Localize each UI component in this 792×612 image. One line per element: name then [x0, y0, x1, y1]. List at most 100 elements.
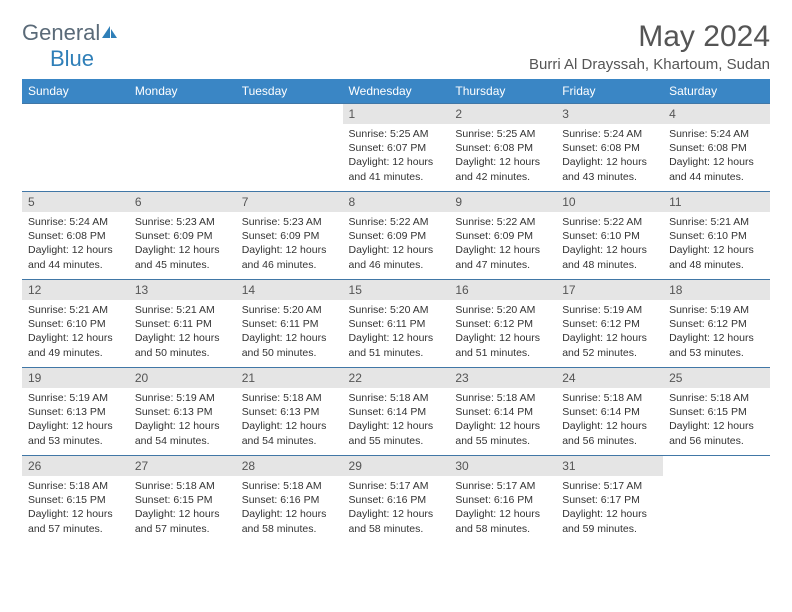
- daylight-line: Daylight: 12 hours and 51 minutes.: [349, 331, 444, 359]
- daylight-line: Daylight: 12 hours and 54 minutes.: [135, 419, 230, 447]
- calendar-cell: 25Sunrise: 5:18 AMSunset: 6:15 PMDayligh…: [663, 368, 770, 456]
- sunrise-line: Sunrise: 5:18 AM: [669, 391, 764, 405]
- day-number: 19: [22, 368, 129, 388]
- day-content: Sunrise: 5:21 AMSunset: 6:11 PMDaylight:…: [129, 300, 236, 363]
- sunrise-line: Sunrise: 5:19 AM: [28, 391, 123, 405]
- sunset-line: Sunset: 6:16 PM: [455, 493, 550, 507]
- title-block: May 2024 Burri Al Drayssah, Khartoum, Su…: [529, 20, 770, 73]
- day-content: Sunrise: 5:18 AMSunset: 6:15 PMDaylight:…: [129, 476, 236, 539]
- day-content: Sunrise: 5:24 AMSunset: 6:08 PMDaylight:…: [22, 212, 129, 275]
- day-content: Sunrise: 5:18 AMSunset: 6:14 PMDaylight:…: [449, 388, 556, 451]
- logo: General Blue: [22, 20, 120, 72]
- calendar-row: 1Sunrise: 5:25 AMSunset: 6:07 PMDaylight…: [22, 104, 770, 192]
- sunset-line: Sunset: 6:11 PM: [135, 317, 230, 331]
- calendar-cell: 23Sunrise: 5:18 AMSunset: 6:14 PMDayligh…: [449, 368, 556, 456]
- day-content: Sunrise: 5:21 AMSunset: 6:10 PMDaylight:…: [22, 300, 129, 363]
- sunrise-line: Sunrise: 5:18 AM: [28, 479, 123, 493]
- calendar-row: 19Sunrise: 5:19 AMSunset: 6:13 PMDayligh…: [22, 368, 770, 456]
- sunrise-line: Sunrise: 5:21 AM: [28, 303, 123, 317]
- sunrise-line: Sunrise: 5:18 AM: [242, 391, 337, 405]
- weekday-header: Friday: [556, 79, 663, 104]
- day-content: Sunrise: 5:17 AMSunset: 6:17 PMDaylight:…: [556, 476, 663, 539]
- sunset-line: Sunset: 6:07 PM: [349, 141, 444, 155]
- calendar-row: 12Sunrise: 5:21 AMSunset: 6:10 PMDayligh…: [22, 280, 770, 368]
- calendar-cell: 19Sunrise: 5:19 AMSunset: 6:13 PMDayligh…: [22, 368, 129, 456]
- sunset-line: Sunset: 6:10 PM: [669, 229, 764, 243]
- daylight-line: Daylight: 12 hours and 57 minutes.: [28, 507, 123, 535]
- sunset-line: Sunset: 6:12 PM: [562, 317, 657, 331]
- empty-cell: [236, 104, 343, 192]
- day-content: Sunrise: 5:17 AMSunset: 6:16 PMDaylight:…: [343, 476, 450, 539]
- calendar-cell: 21Sunrise: 5:18 AMSunset: 6:13 PMDayligh…: [236, 368, 343, 456]
- daylight-line: Daylight: 12 hours and 50 minutes.: [242, 331, 337, 359]
- calendar-cell: 11Sunrise: 5:21 AMSunset: 6:10 PMDayligh…: [663, 192, 770, 280]
- day-content: Sunrise: 5:17 AMSunset: 6:16 PMDaylight:…: [449, 476, 556, 539]
- calendar-cell: 30Sunrise: 5:17 AMSunset: 6:16 PMDayligh…: [449, 456, 556, 544]
- day-content: Sunrise: 5:18 AMSunset: 6:14 PMDaylight:…: [556, 388, 663, 451]
- sunset-line: Sunset: 6:14 PM: [562, 405, 657, 419]
- calendar-cell: 8Sunrise: 5:22 AMSunset: 6:09 PMDaylight…: [343, 192, 450, 280]
- day-content: Sunrise: 5:22 AMSunset: 6:10 PMDaylight:…: [556, 212, 663, 275]
- daylight-line: Daylight: 12 hours and 47 minutes.: [455, 243, 550, 271]
- empty-cell: [129, 104, 236, 192]
- daylight-line: Daylight: 12 hours and 46 minutes.: [242, 243, 337, 271]
- sunset-line: Sunset: 6:12 PM: [669, 317, 764, 331]
- calendar-body: 1Sunrise: 5:25 AMSunset: 6:07 PMDaylight…: [22, 104, 770, 544]
- daylight-line: Daylight: 12 hours and 53 minutes.: [28, 419, 123, 447]
- sunset-line: Sunset: 6:13 PM: [28, 405, 123, 419]
- day-number: 22: [343, 368, 450, 388]
- day-content: Sunrise: 5:19 AMSunset: 6:13 PMDaylight:…: [22, 388, 129, 451]
- sunset-line: Sunset: 6:08 PM: [669, 141, 764, 155]
- sunrise-line: Sunrise: 5:20 AM: [242, 303, 337, 317]
- day-content: Sunrise: 5:20 AMSunset: 6:12 PMDaylight:…: [449, 300, 556, 363]
- sunset-line: Sunset: 6:15 PM: [669, 405, 764, 419]
- daylight-line: Daylight: 12 hours and 42 minutes.: [455, 155, 550, 183]
- calendar-cell: 7Sunrise: 5:23 AMSunset: 6:09 PMDaylight…: [236, 192, 343, 280]
- calendar-cell: 5Sunrise: 5:24 AMSunset: 6:08 PMDaylight…: [22, 192, 129, 280]
- sunset-line: Sunset: 6:14 PM: [349, 405, 444, 419]
- daylight-line: Daylight: 12 hours and 44 minutes.: [28, 243, 123, 271]
- day-number: 26: [22, 456, 129, 476]
- daylight-line: Daylight: 12 hours and 49 minutes.: [28, 331, 123, 359]
- day-content: Sunrise: 5:25 AMSunset: 6:08 PMDaylight:…: [449, 124, 556, 187]
- daylight-line: Daylight: 12 hours and 41 minutes.: [349, 155, 444, 183]
- sunrise-line: Sunrise: 5:24 AM: [562, 127, 657, 141]
- calendar-cell: 12Sunrise: 5:21 AMSunset: 6:10 PMDayligh…: [22, 280, 129, 368]
- sunset-line: Sunset: 6:09 PM: [349, 229, 444, 243]
- sunset-line: Sunset: 6:11 PM: [349, 317, 444, 331]
- daylight-line: Daylight: 12 hours and 57 minutes.: [135, 507, 230, 535]
- sunrise-line: Sunrise: 5:17 AM: [562, 479, 657, 493]
- daylight-line: Daylight: 12 hours and 44 minutes.: [669, 155, 764, 183]
- weekday-header: Wednesday: [343, 79, 450, 104]
- day-content: Sunrise: 5:19 AMSunset: 6:12 PMDaylight:…: [663, 300, 770, 363]
- sunrise-line: Sunrise: 5:25 AM: [349, 127, 444, 141]
- calendar-cell: 26Sunrise: 5:18 AMSunset: 6:15 PMDayligh…: [22, 456, 129, 544]
- sunset-line: Sunset: 6:08 PM: [28, 229, 123, 243]
- day-number: 27: [129, 456, 236, 476]
- calendar-header-row: SundayMondayTuesdayWednesdayThursdayFrid…: [22, 79, 770, 104]
- sunset-line: Sunset: 6:14 PM: [455, 405, 550, 419]
- calendar-cell: 14Sunrise: 5:20 AMSunset: 6:11 PMDayligh…: [236, 280, 343, 368]
- daylight-line: Daylight: 12 hours and 59 minutes.: [562, 507, 657, 535]
- weekday-header: Monday: [129, 79, 236, 104]
- calendar-cell: 16Sunrise: 5:20 AMSunset: 6:12 PMDayligh…: [449, 280, 556, 368]
- month-title: May 2024: [529, 20, 770, 54]
- sunset-line: Sunset: 6:09 PM: [455, 229, 550, 243]
- sunset-line: Sunset: 6:16 PM: [242, 493, 337, 507]
- sunrise-line: Sunrise: 5:22 AM: [562, 215, 657, 229]
- day-content: Sunrise: 5:25 AMSunset: 6:07 PMDaylight:…: [343, 124, 450, 187]
- sunset-line: Sunset: 6:17 PM: [562, 493, 657, 507]
- daylight-line: Daylight: 12 hours and 51 minutes.: [455, 331, 550, 359]
- calendar-cell: 22Sunrise: 5:18 AMSunset: 6:14 PMDayligh…: [343, 368, 450, 456]
- weekday-header: Tuesday: [236, 79, 343, 104]
- logo-text-general: General: [22, 20, 100, 45]
- sunset-line: Sunset: 6:11 PM: [242, 317, 337, 331]
- day-number: 2: [449, 104, 556, 124]
- sunrise-line: Sunrise: 5:24 AM: [28, 215, 123, 229]
- logo-sail-icon: [100, 24, 120, 45]
- calendar-table: SundayMondayTuesdayWednesdayThursdayFrid…: [22, 79, 770, 544]
- sunrise-line: Sunrise: 5:23 AM: [242, 215, 337, 229]
- calendar-cell: 24Sunrise: 5:18 AMSunset: 6:14 PMDayligh…: [556, 368, 663, 456]
- sunrise-line: Sunrise: 5:18 AM: [349, 391, 444, 405]
- day-content: Sunrise: 5:20 AMSunset: 6:11 PMDaylight:…: [236, 300, 343, 363]
